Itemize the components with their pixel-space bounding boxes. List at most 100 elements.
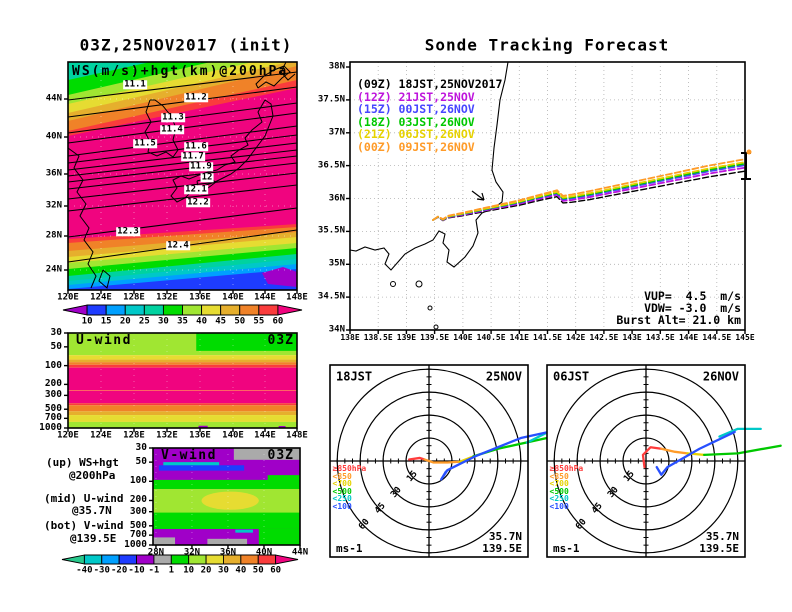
lat-axis-label: 44N: [45, 93, 62, 104]
ring-label: 30: [605, 485, 621, 501]
vup-annotation: VUP= 4.5 m/s: [644, 288, 741, 303]
colorbar-label: 20: [200, 565, 212, 576]
lon-axis-label: 139.5E: [420, 332, 450, 342]
hodo-legend-entry: <100: [332, 501, 352, 511]
lat-axis-label: 34N: [328, 324, 345, 335]
hodo-legend-entry: <250: [549, 494, 569, 504]
colorbar-label: 50: [234, 316, 246, 327]
lat-axis-label: 32N: [45, 200, 62, 211]
lat-axis-label: 37N: [328, 127, 345, 138]
ws-map-field-label: WS(m/s)+hgt(km)@200hPa: [72, 64, 289, 80]
lon-axis-label: 132E: [156, 292, 178, 303]
lat-axis-label: 40N: [255, 547, 273, 558]
colorbar-label: 50: [252, 565, 264, 576]
vw-colorbar: [61, 554, 299, 565]
lon-axis-label: 128E: [123, 292, 145, 303]
lat-axis-label: 37.5N: [317, 94, 345, 105]
lon-axis-label: 124E: [90, 430, 112, 441]
lon-axis-label: 132E: [156, 430, 178, 441]
hodo-legend-entry: <700: [549, 478, 569, 488]
hodo-legend-entry: <500: [549, 486, 569, 496]
contour-label: 12.4: [166, 240, 190, 251]
u-wind-map: [68, 333, 297, 428]
colorbar-label: -20: [111, 565, 128, 576]
burst-alt-annotation: Burst Alt= 21.0 km: [616, 312, 741, 327]
lon-axis-label: 140E: [453, 332, 473, 342]
lat-axis-label: 34.5N: [317, 291, 345, 302]
lon-axis-label: 144E: [254, 430, 276, 441]
pressure-axis-label: 500: [129, 519, 147, 531]
lat-axis-label: 36N: [219, 547, 237, 558]
sonde-map: [349, 61, 752, 330]
lat-axis-label: 28N: [45, 230, 62, 241]
hodo-legend-entry: ≥850hPa: [332, 463, 367, 473]
lon-axis-label: 144E: [254, 292, 276, 303]
sonde-legend-entry: (21Z) 06JST,26NOV: [357, 126, 475, 141]
pressure-axis-label: 700: [129, 529, 147, 541]
hodo-legend-entry: <850: [332, 471, 352, 481]
ring-label: 45: [589, 501, 605, 517]
hodo2-station-lon: 139.5E: [699, 542, 739, 556]
contour-label: 11.5: [133, 138, 157, 149]
lon-axis-label: 143.5E: [645, 332, 675, 342]
colorbar-label: 40: [235, 565, 247, 576]
hodograph-18jst: [330, 365, 576, 557]
hodo-legend-entry: <850: [549, 471, 569, 481]
ring-label: 30: [388, 485, 404, 501]
lon-axis-label: 144E: [678, 332, 699, 342]
lon-axis-label: 138.5E: [363, 332, 393, 342]
colorbar-label: 20: [119, 316, 131, 327]
contour-label: 11.7: [181, 151, 205, 162]
hodo-legend-entry: <500: [332, 486, 352, 496]
lon-axis-label: 140.5E: [476, 332, 506, 342]
contour-label: 11.2: [184, 92, 208, 103]
lon-axis-label: 141E: [509, 332, 529, 342]
contour-label: 12.3: [116, 226, 140, 237]
colorbar-label: -10: [128, 565, 145, 576]
colorbar-label: 15: [100, 316, 112, 327]
contour-label: 12.1: [184, 184, 208, 195]
pressure-axis-label: 50: [135, 456, 147, 468]
pressure-axis-label: 200: [129, 494, 147, 506]
contour-label: 11.6: [184, 141, 208, 152]
contour-label: 11.3: [161, 112, 185, 123]
lon-axis-label: 136E: [189, 292, 211, 303]
pressure-axis-label: 700: [44, 412, 62, 424]
pressure-axis-label: 1000: [39, 422, 62, 434]
contour-label: 11.9: [189, 161, 213, 172]
hodo1-station-lon: 139.5E: [482, 542, 522, 556]
note-up-level: @200hPa: [69, 469, 116, 483]
hodo1-date: 25NOV: [485, 369, 522, 384]
contour-label: 12: [200, 172, 214, 183]
contour-label: 11.4: [160, 124, 184, 135]
lon-axis-label: 120E: [57, 292, 79, 303]
pressure-axis-label: 1000: [124, 539, 147, 551]
sonde-legend-entry: (15Z) 00JST,26NOV: [357, 101, 475, 116]
colorbar-label: 60: [270, 565, 282, 576]
lon-axis-label: 143E: [622, 332, 642, 342]
pressure-axis-label: 30: [135, 442, 147, 454]
colorbar-label: 10: [81, 316, 93, 327]
pressure-axis-label: 300: [44, 389, 62, 401]
hodo2-date: 26NOV: [702, 369, 739, 384]
vdw-annotation: VDW= -3.0 m/s: [644, 300, 741, 315]
ring-label: 60: [573, 517, 589, 533]
ws-colorbar: [62, 304, 303, 316]
lon-axis-label: 139E: [396, 332, 417, 342]
lat-axis-label: 32N: [183, 547, 201, 558]
hodo2-station-lat: 35.7N: [705, 530, 739, 544]
colorbar-label: 55: [253, 316, 265, 327]
colorbar-label: 35: [177, 316, 188, 327]
lon-axis-label: 120E: [57, 430, 79, 441]
lat-axis-label: 40N: [45, 131, 62, 142]
lon-axis-label: 148E: [286, 292, 308, 303]
note-bot-lon: @139.5E: [70, 532, 117, 546]
lon-axis-label: 124E: [90, 292, 112, 303]
contour-label: 11.1: [123, 79, 147, 90]
lat-axis-label: 28N: [147, 547, 165, 558]
colorbar-label: 10: [183, 565, 195, 576]
colorbar-label: 30: [157, 316, 169, 327]
pressure-axis-label: 30: [50, 327, 62, 339]
